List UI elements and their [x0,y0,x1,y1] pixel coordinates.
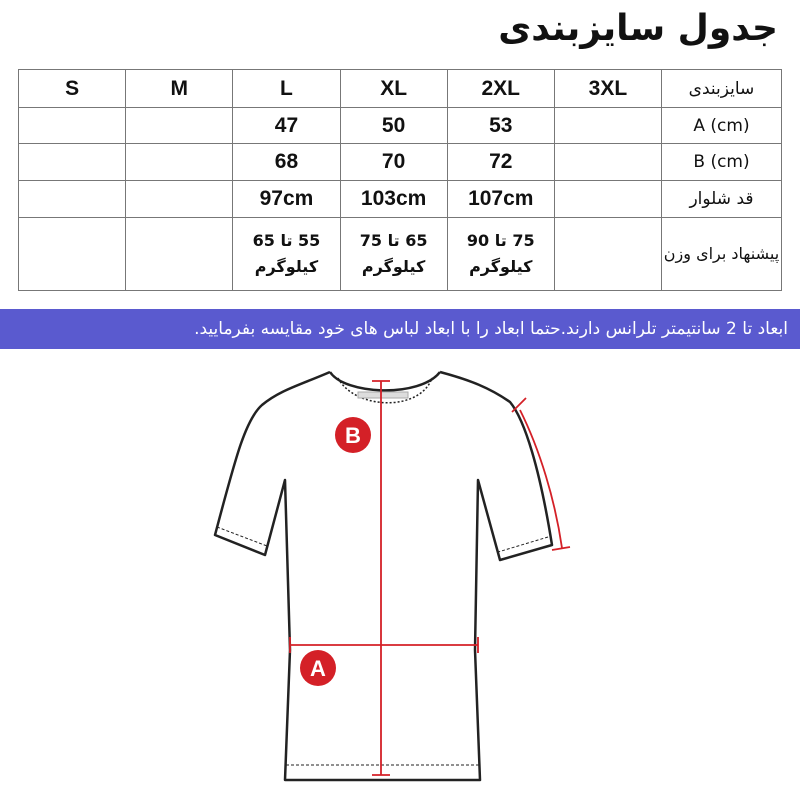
table-row: A (cm) 53 50 47 [17,107,782,144]
row-label: B (cm) [661,143,782,181]
cell [553,143,663,181]
row-label: پیشنهاد برای وزن [661,217,782,291]
cell [17,217,127,291]
cell [17,180,127,218]
cell: 53 [446,107,555,144]
cell [125,107,234,144]
cell: 47 [232,107,341,144]
size-l: L [232,69,341,108]
table-header-row: سایزبندی 3XL 2XL XL L M S [17,69,782,108]
cell [17,143,127,181]
marker-b-label: B [345,423,361,448]
size-s: S [17,69,127,108]
cell [125,180,234,218]
cell [553,107,663,144]
tolerance-banner: ابعاد تا 2 سانتیمتر تلرانس دارند.حتما اب… [0,309,800,349]
row-label: قد شلوار [661,180,782,218]
size-3xl: 3XL [553,69,663,108]
marker-a-label: A [310,656,326,681]
table-row: B (cm) 72 70 68 [17,143,782,181]
page-title: جدول سایزبندی [498,8,778,49]
marker-a [300,650,336,686]
cell: 72 [446,143,555,181]
cell: 50 [339,107,448,144]
cell: 97cm [232,180,341,218]
cell: 107cm [446,180,555,218]
measure-lines [289,380,571,776]
marker-b [335,417,371,453]
header-label: سایزبندی [661,69,782,108]
cell: 68 [232,143,341,181]
row-label: A (cm) [661,107,782,144]
cell: 70 [339,143,448,181]
cell [17,107,127,144]
cell: 65 تا 75 کیلوگرم [339,217,448,291]
size-table: سایزبندی 3XL 2XL XL L M S A (cm) 53 50 4… [17,69,782,291]
cell [553,217,663,291]
cell: 55 تا 65 کیلوگرم [232,217,341,291]
cell [553,180,663,218]
tshirt-diagram: B A [213,370,571,782]
neck-label [357,391,409,399]
cell [125,217,234,291]
tshirt-outline [213,370,554,782]
cell [125,143,234,181]
table-row: قد شلوار 107cm 103cm 97cm [17,180,782,218]
table-row: پیشنهاد برای وزن 75 تا 90 کیلوگرم 65 تا … [17,217,782,291]
size-xl: XL [339,69,448,108]
cell: 75 تا 90 کیلوگرم [446,217,555,291]
cell: 103cm [339,180,448,218]
size-m: M [125,69,234,108]
size-2xl: 2XL [446,69,555,108]
